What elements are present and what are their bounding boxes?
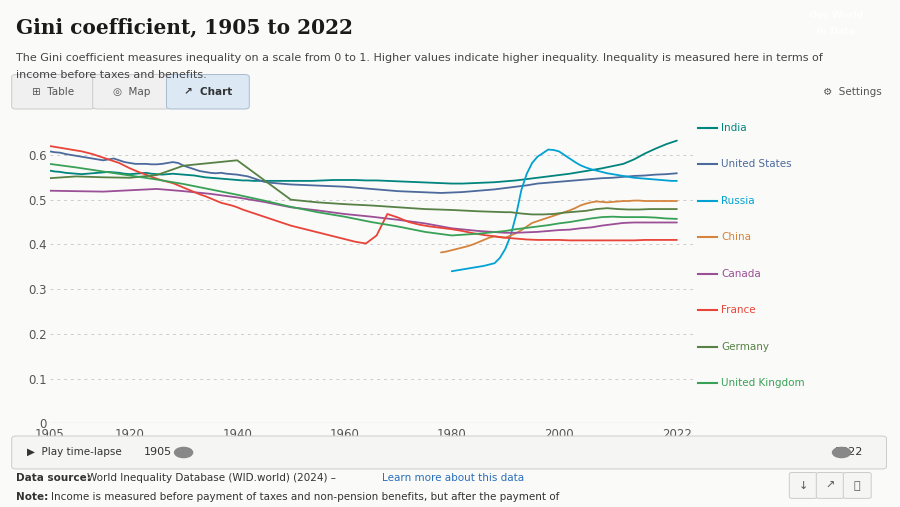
Text: United States: United States xyxy=(721,159,791,169)
Text: World Inequality Database (WID.world) (2024) –: World Inequality Database (WID.world) (2… xyxy=(87,473,339,483)
Text: ▶  Play time-lapse: ▶ Play time-lapse xyxy=(27,448,122,457)
Text: ⛶: ⛶ xyxy=(854,481,860,491)
Text: in Data: in Data xyxy=(817,26,855,35)
Text: 2022: 2022 xyxy=(833,448,862,457)
Text: Russia: Russia xyxy=(721,196,754,206)
Text: China: China xyxy=(721,232,751,242)
Text: India: India xyxy=(721,123,746,133)
Text: 1905: 1905 xyxy=(143,448,172,457)
Text: Canada: Canada xyxy=(721,269,760,279)
Text: ◎  Map: ◎ Map xyxy=(112,87,150,97)
Text: Germany: Germany xyxy=(721,342,769,352)
Text: ↗  Chart: ↗ Chart xyxy=(184,87,232,97)
Text: ⚙  Settings: ⚙ Settings xyxy=(824,87,882,97)
Text: France: France xyxy=(721,305,755,315)
Text: ⊞  Table: ⊞ Table xyxy=(32,87,74,97)
Text: Income is measured before payment of taxes and non-pension benefits, but after t: Income is measured before payment of tax… xyxy=(51,492,562,502)
Text: ↓: ↓ xyxy=(798,481,808,491)
Text: ↗: ↗ xyxy=(825,481,835,491)
Text: Our World: Our World xyxy=(809,11,863,20)
Text: Gini coefficient, 1905 to 2022: Gini coefficient, 1905 to 2022 xyxy=(16,18,353,38)
Text: The Gini coefficient measures inequality on a scale from 0 to 1. Higher values i: The Gini coefficient measures inequality… xyxy=(16,53,823,63)
Text: United Kingdom: United Kingdom xyxy=(721,378,805,388)
Text: income before taxes and benefits.: income before taxes and benefits. xyxy=(16,70,207,80)
Text: Note:: Note: xyxy=(16,492,49,502)
Text: Data source:: Data source: xyxy=(16,473,91,483)
Text: Learn more about this data: Learn more about this data xyxy=(382,473,524,483)
